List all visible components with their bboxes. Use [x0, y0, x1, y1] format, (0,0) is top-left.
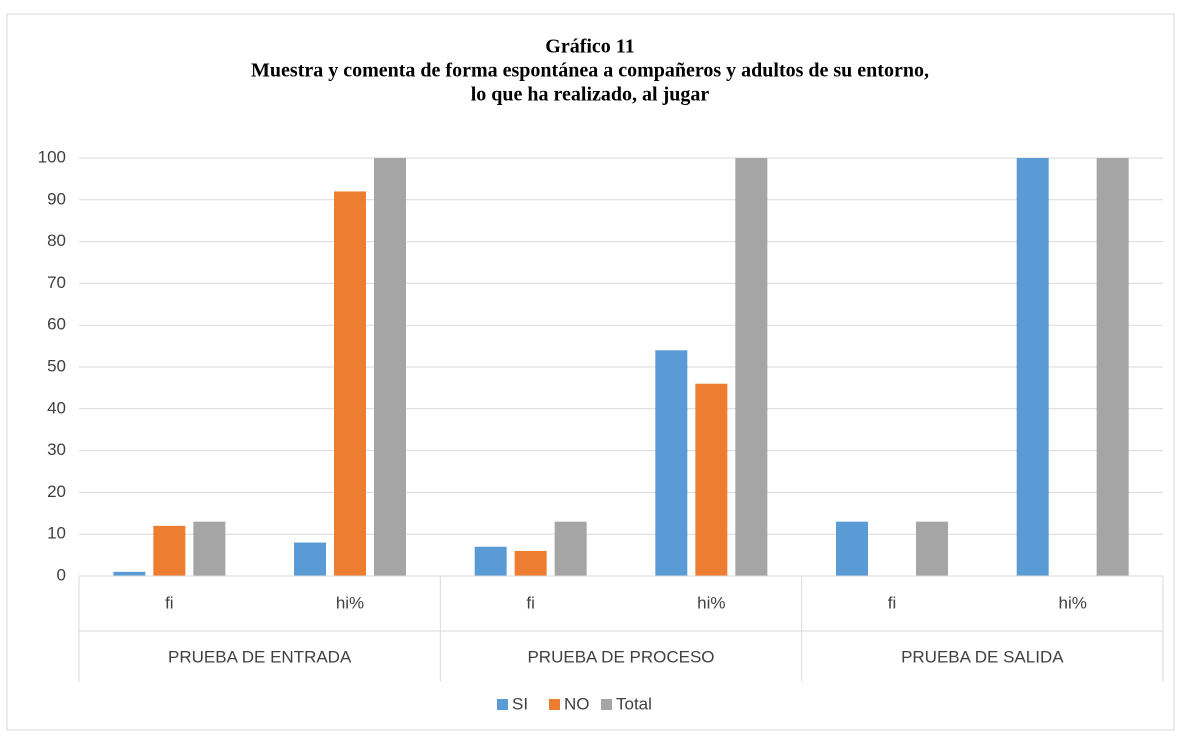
bar [1016, 158, 1049, 576]
y-tick-label: 20 [47, 482, 66, 501]
legend-label: SI [512, 694, 528, 713]
y-tick-label: 80 [47, 231, 66, 250]
bar [554, 521, 587, 576]
bar [655, 350, 688, 576]
bar [735, 158, 768, 576]
chart-frame [6, 13, 1175, 731]
bar [334, 191, 366, 576]
bar [193, 521, 226, 576]
x-tick-label: hi% [336, 593, 364, 612]
legend-label: Total [616, 694, 652, 713]
y-tick-label: 90 [47, 189, 66, 208]
y-tick-label: 70 [47, 273, 66, 292]
bar [474, 546, 507, 576]
group-label: PRUEBA DE PROCESO [527, 647, 714, 666]
legend-swatch [549, 699, 560, 710]
legend-swatch [601, 699, 612, 710]
bar [695, 383, 728, 576]
bar [294, 542, 326, 576]
bar [153, 525, 186, 576]
y-tick-label: 0 [57, 565, 66, 584]
x-tick-label: fi [165, 593, 174, 612]
y-tick-label: 60 [47, 315, 66, 334]
x-tick-label: fi [526, 593, 535, 612]
chart-title: Muestra y comenta de forma espontánea a … [251, 60, 929, 82]
chart-title: Gráfico 11 [545, 36, 634, 58]
legend-label: NO [564, 694, 590, 713]
x-tick-label: hi% [1058, 593, 1086, 612]
x-tick-label: hi% [697, 593, 725, 612]
x-tick-label: fi [888, 593, 897, 612]
y-tick-label: 40 [47, 398, 66, 417]
bar [916, 521, 948, 576]
group-label: PRUEBA DE ENTRADA [168, 647, 352, 666]
legend-swatch [497, 699, 508, 710]
y-tick-label: 30 [47, 440, 66, 459]
bar [1096, 158, 1129, 576]
chart-title: lo que ha realizado, al jugar [471, 84, 710, 106]
bar [836, 521, 868, 576]
bar [113, 571, 146, 576]
group-label: PRUEBA DE SALIDA [901, 647, 1064, 666]
bar [374, 158, 406, 576]
y-tick-label: 100 [38, 147, 66, 166]
bar [514, 550, 547, 576]
y-tick-label: 50 [47, 356, 66, 375]
y-tick-label: 10 [47, 524, 66, 543]
